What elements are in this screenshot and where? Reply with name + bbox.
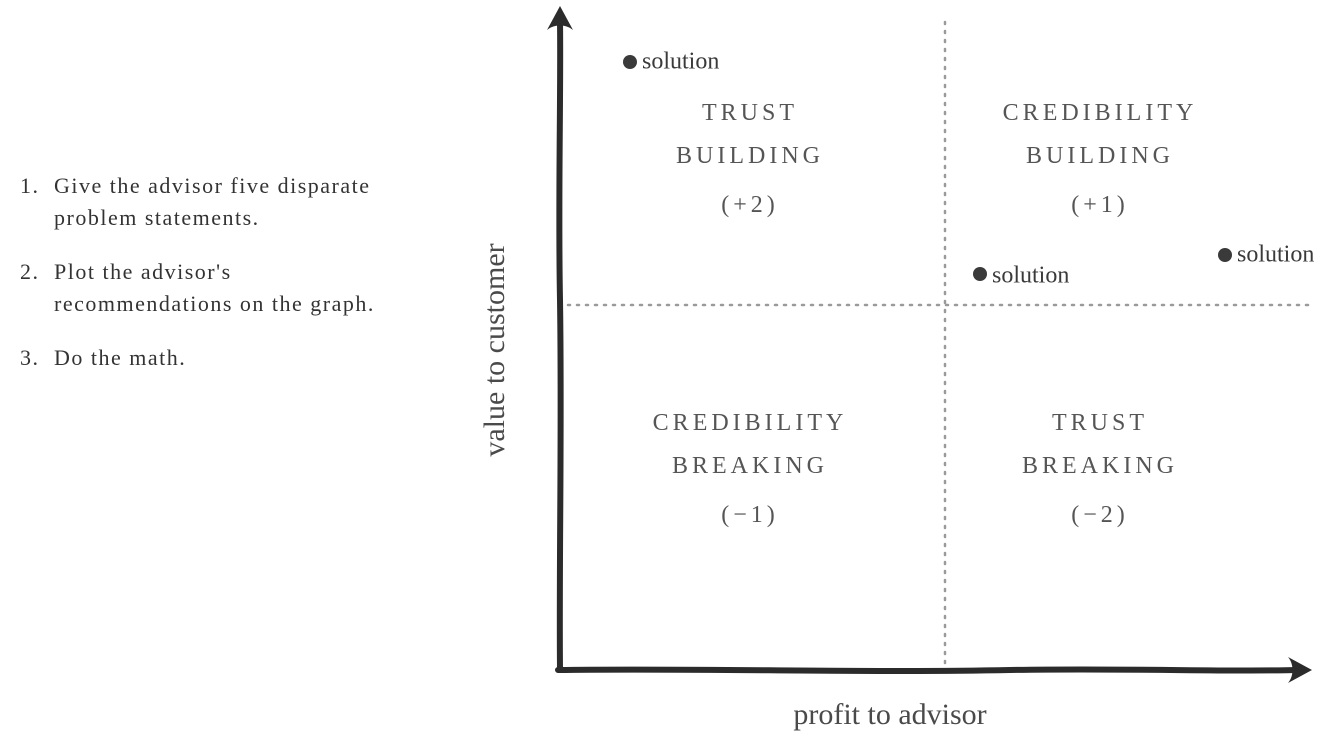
list-number: 1. xyxy=(20,170,54,234)
quadrant-line2: BREAKING xyxy=(672,453,828,479)
quadrant-line2: BUILDING xyxy=(1026,143,1174,169)
list-item: 2. Plot the advisor's recommendations on… xyxy=(20,256,400,320)
list-text: Do the math. xyxy=(54,342,400,374)
x-axis-label: profit to advisor xyxy=(793,698,986,732)
y-axis-label: value to customer xyxy=(478,243,512,456)
quadrant-top-left: TRUST BUILDING (+2) xyxy=(610,92,890,228)
quadrant-line2: BREAKING xyxy=(1022,453,1178,479)
page-root: 1. Give the advisor five disparate probl… xyxy=(0,0,1321,741)
quadrant-line1: CREDIBILITY xyxy=(1003,100,1198,126)
quadrant-bottom-right: TRUST BREAKING (−2) xyxy=(960,402,1240,538)
quadrant-chart: value to customer profit to advisor TRUS… xyxy=(450,0,1320,741)
list-item: 1. Give the advisor five disparate probl… xyxy=(20,170,400,234)
solution-label: solution xyxy=(992,263,1069,290)
instruction-list: 1. Give the advisor five disparate probl… xyxy=(20,170,400,395)
list-item: 3. Do the math. xyxy=(20,342,400,374)
quadrant-bottom-left: CREDIBILITY BREAKING (−1) xyxy=(610,402,890,538)
solution-label: solution xyxy=(1237,242,1314,269)
list-number: 2. xyxy=(20,256,54,320)
y-axis-line xyxy=(559,22,560,670)
quadrant-line1: TRUST xyxy=(1052,410,1148,436)
solution-dot-icon xyxy=(623,55,637,69)
quadrant-score: (−2) xyxy=(960,495,1240,538)
list-text: Give the advisor five disparate problem … xyxy=(54,170,400,234)
quadrant-line1: CREDIBILITY xyxy=(653,410,848,436)
quadrant-score: (+2) xyxy=(610,185,890,228)
solution-dot-icon xyxy=(1218,248,1232,262)
quadrant-score: (+1) xyxy=(960,185,1240,228)
quadrant-top-right: CREDIBILITY BUILDING (+1) xyxy=(960,92,1240,228)
list-number: 3. xyxy=(20,342,54,374)
solution-dot-icon xyxy=(973,267,987,281)
quadrant-line2: BUILDING xyxy=(676,143,824,169)
quadrant-line1: TRUST xyxy=(702,100,798,126)
solution-label: solution xyxy=(642,49,719,76)
list-text: Plot the advisor's recommendations on th… xyxy=(54,256,400,320)
quadrant-score: (−1) xyxy=(610,495,890,538)
x-axis-line xyxy=(558,669,1298,671)
